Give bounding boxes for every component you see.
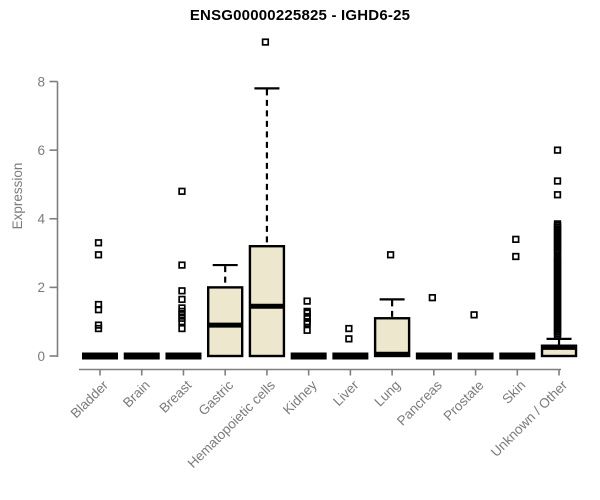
y-tick-label: 6 — [37, 143, 45, 158]
x-tick-label-brain: Brain — [120, 378, 153, 411]
outlier-point — [94, 306, 103, 314]
outlier-point — [94, 324, 103, 333]
boxplot-hematopoietic-cells — [248, 38, 286, 358]
outlier-point — [553, 146, 562, 154]
boxplot-brain — [123, 352, 160, 360]
outlier-point — [94, 239, 103, 247]
outlier-point — [303, 319, 311, 328]
boxplot-lung — [373, 251, 411, 358]
y-axis-label: Expression — [10, 162, 25, 230]
boxplot-liver — [332, 324, 369, 360]
iqr-box — [206, 286, 244, 358]
x-tick-label-kidney: Kidney — [280, 377, 320, 417]
flat-box-prostate — [457, 352, 494, 360]
flat-box-pancreas — [415, 352, 452, 360]
y-tick-label: 4 — [37, 212, 45, 227]
iqr-box — [373, 317, 411, 358]
flat-box-liver — [332, 352, 369, 360]
outlier-point — [94, 251, 103, 259]
boxplot-bladder — [82, 239, 118, 360]
x-tick-label-gastric: Gastric — [195, 377, 236, 418]
y-tick-label: 0 — [37, 349, 45, 364]
flat-box-brain — [123, 352, 160, 360]
boxplot-gastric — [206, 263, 244, 358]
outlier-point — [178, 295, 186, 304]
outlier-point — [303, 297, 311, 305]
outlier-point — [178, 318, 186, 326]
chart-title: ENSG00000225825 - IGHD6-25 — [189, 7, 411, 24]
boxplot-breast — [165, 187, 202, 360]
x-tick-label-prostate: Prostate — [441, 378, 487, 424]
outlier-point — [553, 177, 562, 185]
iqr-box — [248, 245, 286, 358]
x-tick-label-lung: Lung — [371, 378, 403, 410]
outlier-point — [428, 294, 436, 302]
outlier-point — [303, 326, 311, 334]
outlier-point — [178, 287, 186, 295]
outlier-point — [345, 335, 353, 343]
x-tick-label-pancreas: Pancreas — [394, 377, 445, 428]
y-tick-label: 2 — [37, 280, 45, 295]
flat-box-skin — [499, 352, 536, 360]
outlier-point — [553, 191, 562, 199]
outlier-point — [178, 324, 186, 333]
boxplot-kidney — [290, 297, 327, 360]
outlier-point — [178, 187, 186, 195]
x-tick-label-skin: Skin — [499, 378, 528, 407]
flat-box-kidney — [290, 352, 327, 360]
outlier-point — [512, 235, 520, 243]
outlier-point — [470, 311, 478, 319]
boxplot-skin — [499, 235, 536, 360]
outlier-point — [512, 252, 520, 261]
x-tick-label-unknown-other: Unknown / Other — [488, 377, 571, 460]
outlier-point — [261, 38, 270, 46]
boxplot-prostate — [457, 311, 494, 360]
flat-box-breast — [165, 352, 202, 360]
x-tick-label-breast: Breast — [156, 377, 194, 415]
x-tick-label-liver: Liver — [330, 377, 362, 409]
boxplot-unknown-other — [540, 146, 578, 358]
outlier-point — [345, 324, 353, 333]
outlier-point — [178, 261, 186, 269]
outlier-point — [386, 251, 395, 259]
x-tick-label-bladder: Bladder — [68, 377, 112, 421]
y-tick-label: 8 — [37, 74, 45, 89]
flat-box-bladder — [82, 352, 118, 360]
boxplot-pancreas — [415, 294, 452, 360]
outlier-point — [553, 331, 562, 340]
